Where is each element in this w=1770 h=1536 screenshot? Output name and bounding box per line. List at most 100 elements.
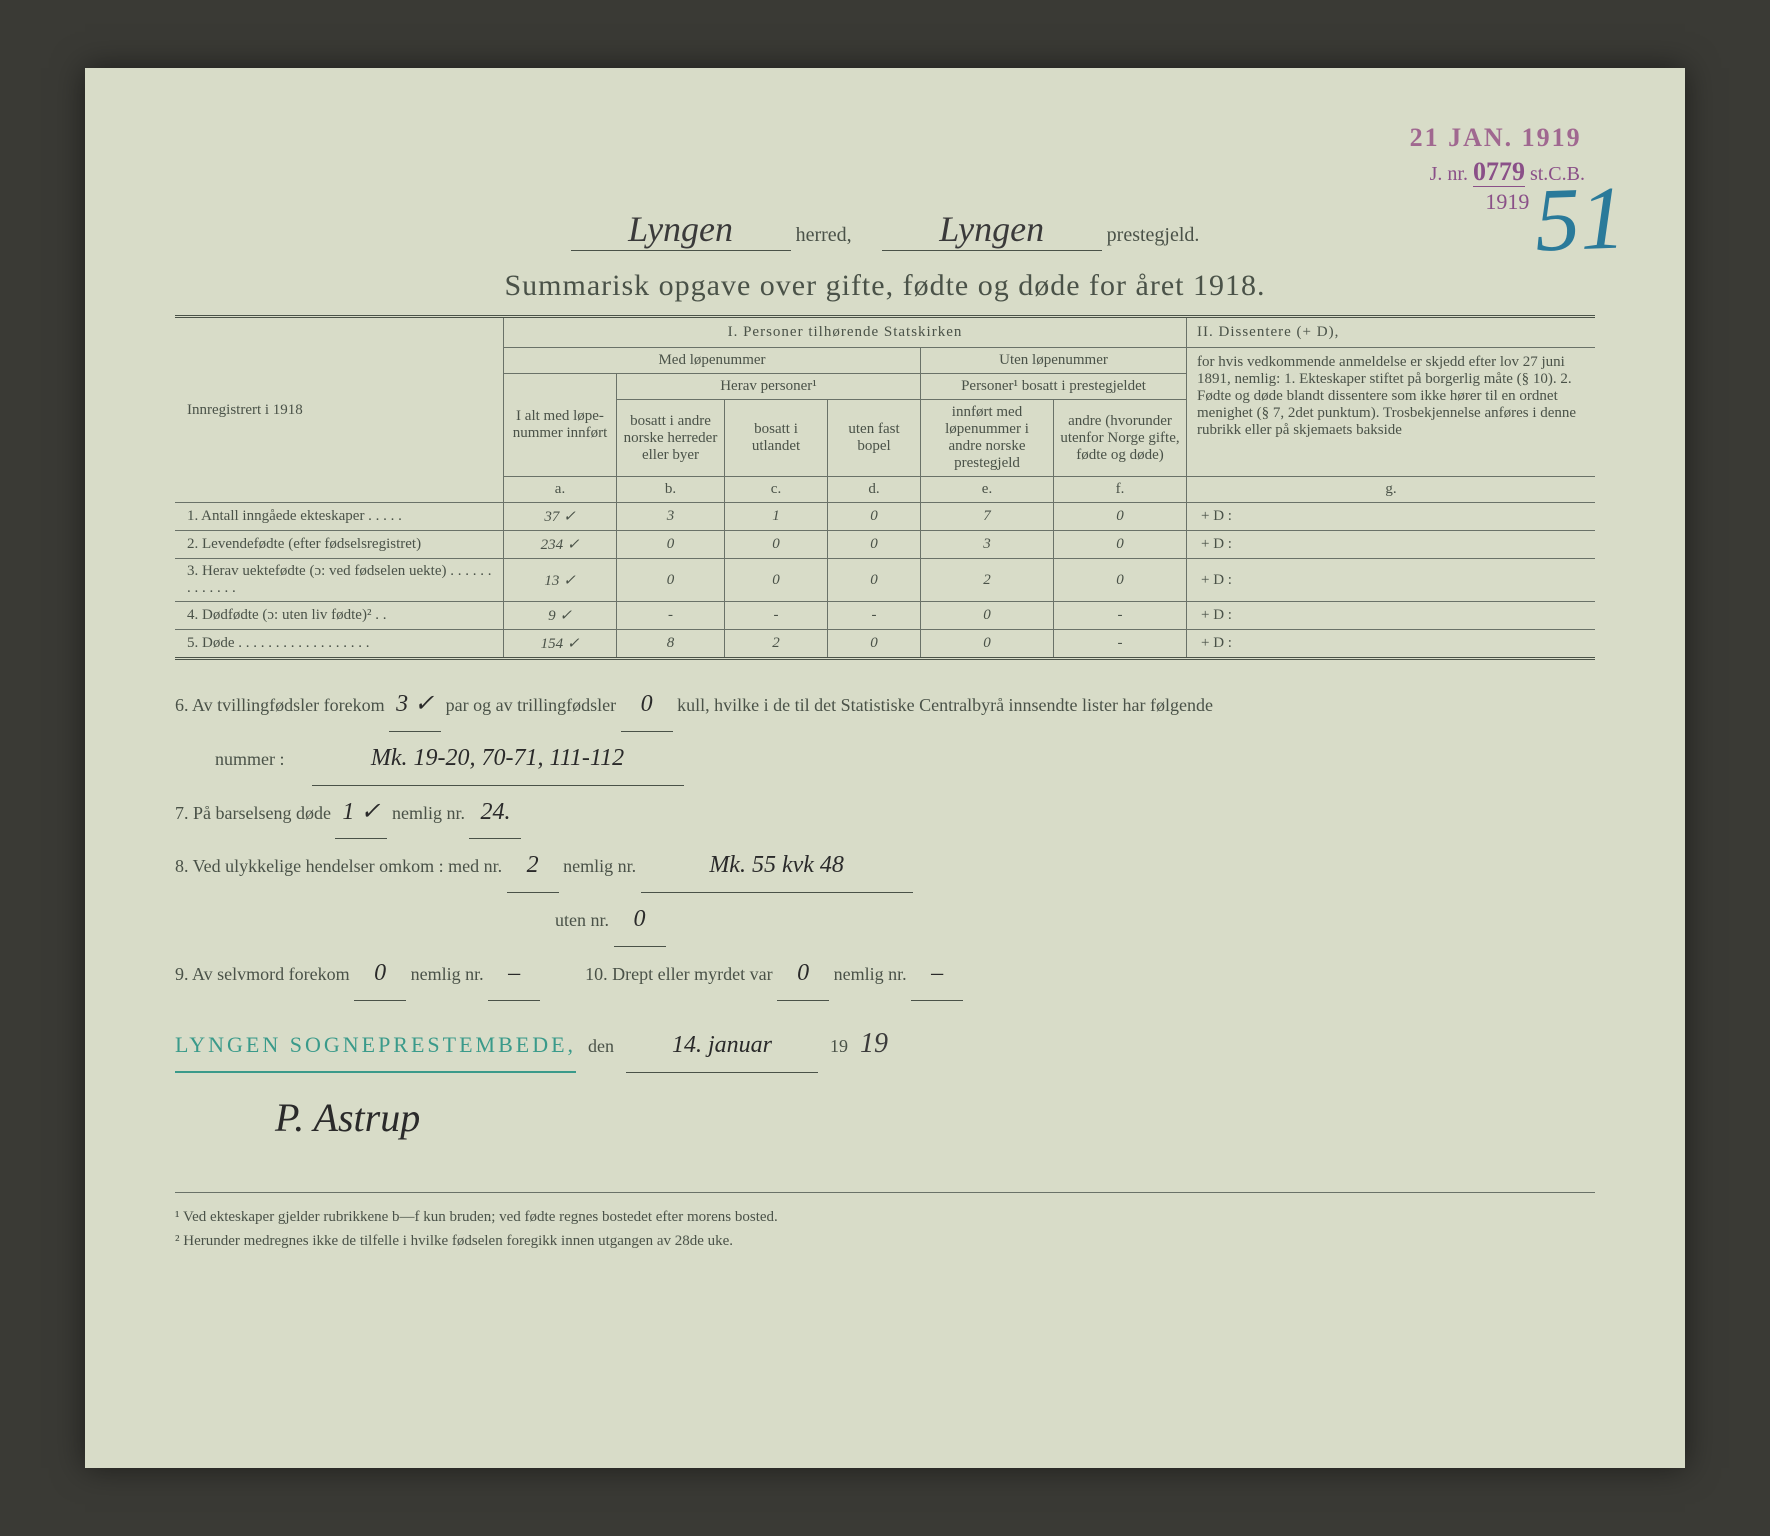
document-page: 21 JAN. 1919 J. nr. 0779 st.C.B. 1919 51… xyxy=(85,68,1685,1468)
line8-b: nemlig nr. xyxy=(563,856,636,876)
col-g-letter: g. xyxy=(1187,477,1596,503)
parish-stamp: LYNGEN SOGNEPRESTEMBEDE, xyxy=(175,1021,576,1073)
line6-d: nummer : xyxy=(215,749,285,769)
cell-a: 154 ✓ xyxy=(504,630,617,659)
cell-d: 0 xyxy=(828,559,921,602)
row-label: 1. Antall inngåede ekteskaper . . . . . xyxy=(175,503,504,531)
cell-c: 0 xyxy=(725,531,828,559)
row-label: 2. Levendefødte (efter fødselsregistret) xyxy=(175,531,504,559)
line-8: 8. Ved ulykkelige hendelser omkom : med … xyxy=(175,839,1595,893)
table-row: 2. Levendefødte (efter fødselsregistret)… xyxy=(175,531,1595,559)
line9-v2: – xyxy=(488,947,540,1001)
dissenter-text: for hvis vedkommende anmeldelse er skjed… xyxy=(1187,348,1596,477)
line6-nums: Mk. 19-20, 70-71, 111-112 xyxy=(312,732,684,786)
table-row: 4. Dødfødte (ɔ: uten liv fødte)² . . 9 ✓… xyxy=(175,602,1595,630)
cell-b: 0 xyxy=(617,559,725,602)
line7-v1: 1 ✓ xyxy=(335,786,387,840)
table-row: 3. Herav uektefødte (ɔ: ved fødselen uek… xyxy=(175,559,1595,602)
cell-d: - xyxy=(828,602,921,630)
col-f-header: andre (hvorunder utenfor Norge gifte, fø… xyxy=(1054,400,1187,477)
herav-header: Herav personer¹ xyxy=(617,374,921,400)
cell-e: 7 xyxy=(921,503,1054,531)
cell-g: + D : xyxy=(1187,503,1596,531)
line7-v2: 24. xyxy=(469,786,521,840)
signature-line: LYNGEN SOGNEPRESTEMBEDE, den 14. januar … xyxy=(175,1013,1595,1075)
row-label: 4. Dødfødte (ɔ: uten liv fødte)² . . xyxy=(175,602,504,630)
med-lop-header: Med løpenummer xyxy=(504,348,921,374)
cell-g: + D : xyxy=(1187,630,1596,659)
uten-lop-header: Uten løpenummer xyxy=(921,348,1187,374)
cell-f: 0 xyxy=(1054,503,1187,531)
line9-b: nemlig nr. xyxy=(411,964,484,984)
line10-b: nemlig nr. xyxy=(834,964,907,984)
stamp-received-date: 21 JAN. 1919 xyxy=(1410,123,1585,153)
section1-header: I. Personer tilhørende Statskirken xyxy=(504,317,1187,348)
footnote-1: ¹ Ved ekteskaper gjelder rubrikkene b—f … xyxy=(175,1205,1595,1229)
line7-a: 7. På barselseng døde xyxy=(175,803,331,823)
line9-a: 9. Av selvmord forekom xyxy=(175,964,350,984)
line8-c: uten nr. xyxy=(555,910,609,930)
cell-a: 234 ✓ xyxy=(504,531,617,559)
below-section: 6. Av tvillingfødsler forekom 3 ✓ par og… xyxy=(175,678,1595,1162)
line6-c: kull, hvilke i de til det Statistiske Ce… xyxy=(677,695,1213,715)
col-b-letter: b. xyxy=(617,477,725,503)
cell-g: + D : xyxy=(1187,559,1596,602)
col-e-header: innført med løpenummer i andre norske pr… xyxy=(921,400,1054,477)
cell-c: 1 xyxy=(725,503,828,531)
cell-c: 2 xyxy=(725,630,828,659)
cell-c: 0 xyxy=(725,559,828,602)
line10-a: 10. Drept eller myrdet var xyxy=(585,964,772,984)
line7-b: nemlig nr. xyxy=(392,803,465,823)
document-title: Summarisk opgave over gifte, fødte og dø… xyxy=(175,269,1595,303)
cell-b: 3 xyxy=(617,503,725,531)
cell-e: 0 xyxy=(921,602,1054,630)
col-f-letter: f. xyxy=(1054,477,1187,503)
col-c-header: bosatt i utlandet xyxy=(725,400,828,477)
cell-a: 9 ✓ xyxy=(504,602,617,630)
cell-e: 3 xyxy=(921,531,1054,559)
col-d-header: uten fast bopel xyxy=(828,400,921,477)
row-label: 5. Døde . . . . . . . . . . . . . . . . … xyxy=(175,630,504,659)
line-6-cont: nummer : Mk. 19-20, 70-71, 111-112 xyxy=(175,732,1595,786)
cell-b: 8 xyxy=(617,630,725,659)
signature: P. Astrup xyxy=(275,1074,1595,1162)
line6-trips: 0 xyxy=(621,678,673,732)
table-body: 1. Antall inngåede ekteskaper . . . . . … xyxy=(175,503,1595,659)
personer-bosatt-header: Personer¹ bosatt i prestegjeldet xyxy=(921,374,1187,400)
cell-b: 0 xyxy=(617,531,725,559)
prestegjeld-label: prestegjeld. xyxy=(1107,224,1200,246)
herred-value: Lyngen xyxy=(571,208,791,251)
year-suffix: 19 xyxy=(860,1013,888,1075)
herred-label: herred, xyxy=(796,224,852,246)
cell-f: - xyxy=(1054,602,1187,630)
cell-f: 0 xyxy=(1054,559,1187,602)
page-number: 51 xyxy=(1533,166,1627,272)
cell-a: 37 ✓ xyxy=(504,503,617,531)
cell-e: 2 xyxy=(921,559,1054,602)
sign-date: 14. januar xyxy=(626,1019,818,1073)
line6-a: 6. Av tvillingfødsler forekom xyxy=(175,695,385,715)
line8-v1: 2 xyxy=(507,839,559,893)
table-row: 5. Døde . . . . . . . . . . . . . . . . … xyxy=(175,630,1595,659)
prestegjeld-value: Lyngen xyxy=(882,208,1102,251)
col-c-letter: c. xyxy=(725,477,828,503)
cell-d: 0 xyxy=(828,630,921,659)
line-6: 6. Av tvillingfødsler forekom 3 ✓ par og… xyxy=(175,678,1595,732)
col-a-letter: a. xyxy=(504,477,617,503)
footnote-2: ² Herunder medregnes ikke de tilfelle i … xyxy=(175,1229,1595,1253)
line-7: 7. På barselseng døde 1 ✓ nemlig nr. 24. xyxy=(175,786,1595,840)
line-9-10: 9. Av selvmord forekom 0 nemlig nr. – 10… xyxy=(175,947,1595,1001)
cell-d: 0 xyxy=(828,503,921,531)
line8-v2: Mk. 55 kvk 48 xyxy=(641,839,913,893)
stamp-jnr-number: 0779 xyxy=(1473,157,1525,187)
table-row: 1. Antall inngåede ekteskaper . . . . . … xyxy=(175,503,1595,531)
stamp-jnr-label: J. nr. xyxy=(1430,163,1468,185)
cell-b: - xyxy=(617,602,725,630)
cell-f: 0 xyxy=(1054,531,1187,559)
line9-v1: 0 xyxy=(354,947,406,1001)
header-line: Lyngen herred, Lyngen prestegjeld. xyxy=(175,208,1595,251)
line10-v2: – xyxy=(911,947,963,1001)
year-prefix: 19 xyxy=(830,1027,848,1067)
cell-e: 0 xyxy=(921,630,1054,659)
line-8-cont: uten nr. 0 xyxy=(175,893,1595,947)
